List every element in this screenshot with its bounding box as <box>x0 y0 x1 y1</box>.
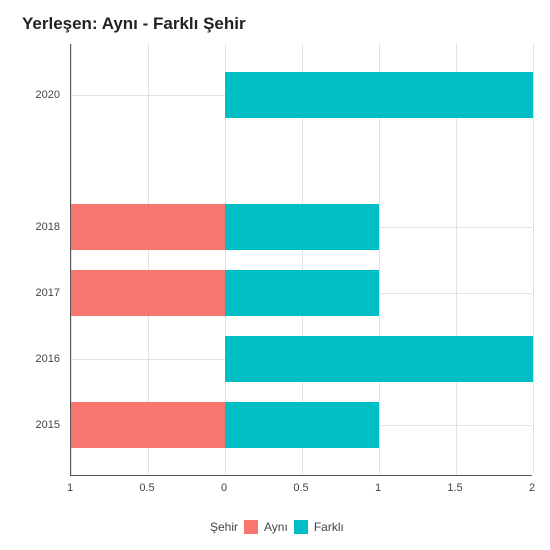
bar-farkli <box>225 204 379 250</box>
x-tick-label: 1 <box>375 482 381 494</box>
y-tick-label: 2020 <box>0 89 60 101</box>
y-tick-label: 2015 <box>0 419 60 431</box>
bar-farkli <box>225 270 379 316</box>
bar-farkli <box>225 402 379 448</box>
y-tick-label: 2016 <box>0 353 60 365</box>
x-tick-label: 0 <box>221 482 227 494</box>
bar-ayni <box>71 402 225 448</box>
legend-swatch-ayni <box>244 520 258 534</box>
gridline-v <box>533 44 534 475</box>
legend-label-ayni: Aynı <box>264 520 288 534</box>
legend: Şehir Aynı Farklı <box>210 520 344 534</box>
legend-title: Şehir <box>210 520 238 534</box>
chart-title: Yerleşen: Aynı - Farklı Şehir <box>22 14 246 34</box>
plot-area <box>70 44 532 476</box>
x-tick-label: 0.5 <box>293 482 308 494</box>
bar-ayni <box>71 270 225 316</box>
x-tick-label: 0.5 <box>139 482 154 494</box>
x-tick-label: 1 <box>67 482 73 494</box>
y-tick-label: 2018 <box>0 221 60 233</box>
bar-ayni <box>71 204 225 250</box>
legend-label-farkli: Farklı <box>314 520 344 534</box>
y-tick-label: 2017 <box>0 287 60 299</box>
x-tick-label: 1.5 <box>447 482 462 494</box>
x-tick-label: 2 <box>529 482 535 494</box>
legend-swatch-farkli <box>294 520 308 534</box>
bar-farkli <box>225 336 533 382</box>
bar-farkli <box>225 72 533 118</box>
